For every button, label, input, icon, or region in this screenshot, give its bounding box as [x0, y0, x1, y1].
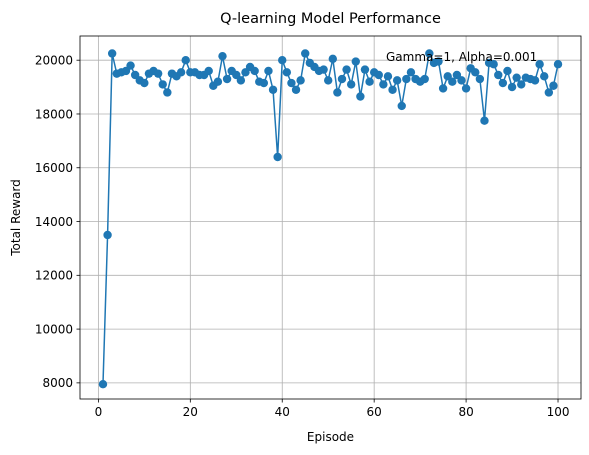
- data-point: [291, 85, 301, 94]
- data-point: [360, 65, 370, 74]
- data-point: [553, 60, 563, 69]
- data-point: [425, 49, 434, 58]
- data-point: [494, 70, 503, 80]
- data-point: [438, 84, 448, 93]
- data-point: [107, 49, 117, 58]
- data-point: [158, 80, 167, 89]
- y-tick-label: 10000: [35, 322, 73, 336]
- y-axis: 8000 10000 12000 14000 16000 18000 20000: [35, 54, 80, 390]
- data-point: [328, 54, 337, 64]
- data-point: [98, 380, 108, 389]
- data-point: [397, 101, 406, 111]
- data-point: [540, 72, 549, 81]
- data-point: [287, 78, 296, 88]
- data-point: [517, 80, 526, 89]
- data-point: [434, 57, 443, 66]
- x-tick-label: 100: [547, 405, 570, 419]
- x-axis-label: Episode: [307, 430, 354, 444]
- y-tick-label: 20000: [35, 54, 73, 68]
- data-point: [176, 68, 186, 77]
- data-point: [140, 78, 149, 88]
- x-axis: 0 20 40 60 80 100: [95, 399, 570, 419]
- data-point: [530, 76, 540, 85]
- data-point: [535, 60, 544, 69]
- data-point: [337, 74, 347, 84]
- data-point: [204, 66, 213, 76]
- data-point: [406, 68, 416, 77]
- data-point: [461, 84, 471, 93]
- x-tick-label: 0: [95, 405, 103, 419]
- data-point: [268, 85, 278, 94]
- data-point: [457, 76, 466, 85]
- data-point: [153, 69, 163, 78]
- data-point: [301, 49, 310, 58]
- x-tick-label: 40: [275, 405, 290, 419]
- data-point: [512, 73, 521, 82]
- data-point: [259, 78, 269, 88]
- data-point: [264, 66, 273, 76]
- data-point: [324, 76, 333, 85]
- data-point: [471, 68, 480, 77]
- axes-frame: [79, 35, 582, 400]
- x-tick-label: 60: [367, 405, 382, 419]
- y-tick-label: 16000: [35, 161, 73, 175]
- y-axis-label: Total Reward: [9, 179, 23, 257]
- data-point: [392, 76, 402, 85]
- annotation-text: Gamma=1, Alpha=0.001: [386, 50, 537, 64]
- data-point: [296, 76, 305, 85]
- data-point: [250, 66, 259, 76]
- data-point: [222, 74, 232, 84]
- chart-title: Q-learning Model Performance: [220, 11, 441, 27]
- data-point: [278, 56, 287, 65]
- data-point: [379, 80, 388, 89]
- data-point: [163, 88, 172, 97]
- data-point: [282, 68, 292, 77]
- data-point: [103, 230, 112, 240]
- data-point: [356, 92, 365, 101]
- data-point: [333, 88, 342, 97]
- grid: [80, 36, 581, 399]
- data-point: [213, 77, 223, 86]
- data-point: [374, 70, 383, 80]
- data-point: [342, 65, 351, 74]
- data-point: [448, 77, 457, 86]
- data-point: [420, 74, 429, 84]
- data-point: [365, 77, 374, 86]
- y-tick-label: 8000: [42, 376, 73, 390]
- data-point: [181, 56, 190, 65]
- data-point: [489, 60, 498, 69]
- data-point: [507, 82, 517, 92]
- y-tick-label: 14000: [35, 215, 73, 229]
- data-point: [351, 57, 360, 66]
- data-point: [475, 74, 485, 84]
- data-point: [480, 116, 489, 125]
- series-line: [102, 52, 559, 385]
- data-point: [503, 66, 512, 76]
- data-point: [273, 152, 282, 162]
- data-point: [218, 51, 227, 61]
- data-point: [383, 72, 393, 81]
- y-tick-label: 18000: [35, 107, 73, 121]
- x-tick-label: 20: [183, 405, 198, 419]
- data-point: [388, 85, 397, 94]
- data-point: [319, 65, 328, 74]
- y-tick-label: 12000: [35, 269, 73, 283]
- data-point: [544, 88, 554, 97]
- data-point: [402, 74, 411, 84]
- data-point: [346, 80, 356, 89]
- data-point: [498, 78, 508, 88]
- plot-area: [98, 49, 563, 389]
- data-point: [236, 76, 246, 85]
- data-point: [126, 61, 135, 70]
- x-tick-label: 80: [458, 405, 473, 419]
- data-point: [549, 81, 558, 90]
